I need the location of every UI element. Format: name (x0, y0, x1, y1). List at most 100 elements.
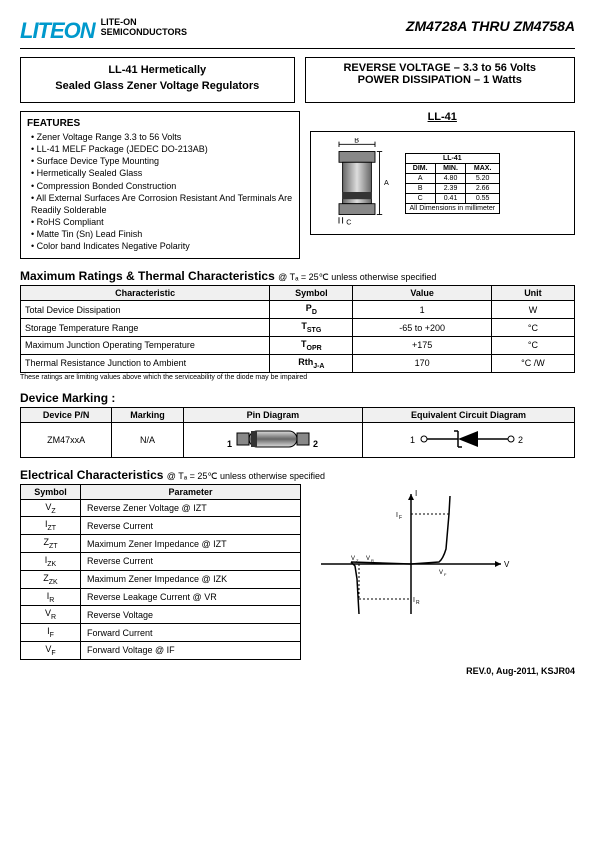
mr-cell: Maximum Junction Operating Temperature (21, 337, 270, 355)
el-h0: Symbol (21, 484, 81, 499)
svg-text:I: I (415, 489, 417, 498)
dim-cell: A (405, 173, 435, 183)
ll41-column: LL-41 A B C LL-41 DIM. MIN. MAX (310, 111, 576, 259)
el-sym: VZ (21, 499, 81, 517)
dim-h0: DIM. (405, 163, 435, 173)
dimension-table: LL-41 DIM. MIN. MAX. A4.805.20 B2.392.66… (405, 153, 501, 214)
elec-title: Electrical Characteristics @ Tₐ = 25℃ un… (20, 468, 575, 482)
dim-cell: 0.41 (435, 193, 465, 203)
pin-diagram-icon: 1 2 (223, 425, 323, 453)
max-ratings-title-text: Maximum Ratings & Thermal Characteristic… (20, 269, 275, 283)
mr-cell: Storage Temperature Range (21, 319, 270, 337)
feature-item: Matte Tin (Sn) Lead Finish (31, 228, 293, 240)
mr-cell: -65 to +200 (353, 319, 492, 337)
el-sym: ZZT (21, 535, 81, 553)
part-number-title: ZM4728A THRU ZM4758A (406, 18, 575, 34)
max-ratings-title: Maximum Ratings & Thermal Characteristic… (20, 269, 575, 283)
max-ratings-table: Characteristic Symbol Value Unit Total D… (20, 285, 575, 372)
features-heading: FEATURES (27, 118, 293, 129)
elec-row: Symbol Parameter VZReverse Zener Voltage… (20, 484, 575, 660)
mr-h1: Symbol (270, 286, 353, 301)
mr-cell: °C (491, 337, 574, 355)
mr-h3: Unit (491, 286, 574, 301)
features-box: FEATURES Zener Voltage Range 3.3 to 56 V… (20, 111, 300, 259)
product-name-1: LL-41 Hermetically (27, 64, 288, 76)
elec-table: Symbol Parameter VZReverse Zener Voltage… (20, 484, 301, 660)
el-param: Forward Voltage @ IF (81, 641, 301, 659)
svg-text:V: V (351, 556, 355, 562)
mr-cell: 170 (353, 354, 492, 372)
dim-cell: 5.20 (466, 173, 500, 183)
dim-footer: All Dimensions in millimeter (405, 203, 500, 213)
svg-text:2: 2 (313, 439, 318, 449)
mr-cell: W (491, 301, 574, 319)
mr-cell: Thermal Resistance Junction to Ambient (21, 354, 270, 372)
pin-diagram-cell: 1 2 (183, 422, 362, 457)
mk-pn: ZM47xxA (21, 422, 112, 457)
marking-table: Device P/N Marking Pin Diagram Equivalen… (20, 407, 575, 458)
dim-cell: 2.66 (466, 183, 500, 193)
svg-text:C: C (346, 217, 351, 226)
dim-cell: 4.80 (435, 173, 465, 183)
feature-item: RoHS Compliant (31, 216, 293, 228)
svg-text:V: V (439, 570, 443, 576)
spec-line-2: POWER DISSIPATION – 1 Watts (310, 74, 571, 86)
liteon-logo: LITEON (20, 18, 95, 44)
mr-cell: TOPR (270, 337, 353, 355)
elec-title-text: Electrical Characteristics (20, 468, 163, 482)
mr-h0: Characteristic (21, 286, 270, 301)
el-param: Maximum Zener Impedance @ IZK (81, 570, 301, 588)
svg-text:A: A (384, 178, 389, 187)
el-param: Reverse Current (81, 517, 301, 535)
svg-text:1: 1 (410, 435, 415, 445)
svg-text:F: F (399, 515, 402, 521)
mk-h1: Marking (112, 407, 184, 422)
ll41-title: LL-41 (310, 111, 576, 123)
logo-block: LITEON LITE-ON SEMICONDUCTORS (20, 18, 187, 44)
svg-text:1: 1 (227, 439, 232, 449)
svg-text:I: I (396, 512, 398, 519)
feature-item: Surface Device Type Mounting (31, 155, 293, 167)
svg-text:B: B (354, 138, 359, 145)
el-param: Reverse Voltage (81, 606, 301, 624)
feature-item: Compression Bonded Construction (31, 180, 293, 192)
el-param: Reverse Current (81, 552, 301, 570)
circuit-diagram-cell: 1 2 (362, 422, 574, 457)
dim-label: LL-41 (405, 153, 500, 163)
ll41-box: A B C LL-41 DIM. MIN. MAX. A4.805.20 B2.… (310, 131, 576, 235)
el-param: Reverse Zener Voltage @ IZT (81, 499, 301, 517)
header: LITEON LITE-ON SEMICONDUCTORS ZM4728A TH… (20, 18, 575, 49)
svg-text:F: F (444, 572, 447, 577)
mr-cell: RthJ-A (270, 354, 353, 372)
el-sym: IF (21, 624, 81, 642)
circuit-diagram-icon: 1 2 (408, 425, 528, 453)
marking-title: Device Marking : (20, 391, 575, 405)
iv-curve-graph: V I IF IR VZ VR VF (311, 484, 511, 624)
svg-text:R: R (371, 558, 374, 563)
spec-line-1: REVERSE VOLTAGE – 3.3 to 56 Volts (310, 62, 571, 74)
max-ratings-footnote: These ratings are limiting values above … (20, 374, 575, 381)
dim-cell: B (405, 183, 435, 193)
feature-item: Zener Voltage Range 3.3 to 56 Volts (31, 131, 293, 143)
el-sym: IR (21, 588, 81, 606)
top-boxes: LL-41 Hermetically Sealed Glass Zener Vo… (20, 57, 575, 103)
svg-text:2: 2 (518, 435, 523, 445)
mk-h0: Device P/N (21, 407, 112, 422)
mk-h3: Equivalent Circuit Diagram (362, 407, 574, 422)
mr-cell: Total Device Dissipation (21, 301, 270, 319)
el-sym: IZK (21, 552, 81, 570)
el-param: Maximum Zener Impedance @ IZT (81, 535, 301, 553)
features-list: Zener Voltage Range 3.3 to 56 Volts LL-4… (27, 131, 293, 252)
el-sym: IZT (21, 517, 81, 535)
el-sym: VR (21, 606, 81, 624)
feature-item: Hermetically Sealed Glass (31, 167, 293, 179)
mr-cell: TSTG (270, 319, 353, 337)
dim-cell: 0.55 (466, 193, 500, 203)
el-param: Forward Current (81, 624, 301, 642)
dim-cell: C (405, 193, 435, 203)
dim-cell: 2.39 (435, 183, 465, 193)
mk-mark: N/A (112, 422, 184, 457)
logo-sub-2: SEMICONDUCTORS (101, 28, 187, 38)
el-h1: Parameter (81, 484, 301, 499)
max-ratings-cond: @ Tₐ = 25℃ unless otherwise specified (278, 272, 436, 282)
